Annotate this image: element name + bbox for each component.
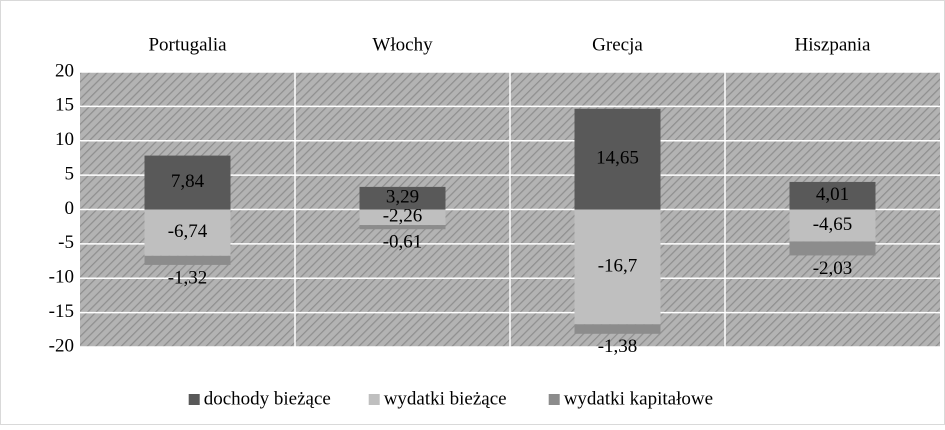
data-label: 14,65 xyxy=(596,148,639,169)
bar-segment xyxy=(574,209,661,325)
legend-label: wydatki kapitałowe xyxy=(564,388,713,409)
data-label: -4,65 xyxy=(813,214,853,235)
bar-segment xyxy=(574,108,661,210)
y-tick-label: 10 xyxy=(55,129,74,150)
x-tick-label: Włochy xyxy=(372,34,433,55)
bar-segment xyxy=(359,186,446,210)
bar-segment xyxy=(359,209,446,226)
data-label: -2,26 xyxy=(383,206,423,227)
data-label: 7,84 xyxy=(171,171,205,192)
data-label: -1,32 xyxy=(168,267,208,288)
bar-segment xyxy=(359,225,446,230)
legend-swatch xyxy=(368,394,380,405)
x-tick-label: Portugalia xyxy=(148,34,227,55)
data-label: 3,29 xyxy=(386,187,419,208)
y-tick-label: 5 xyxy=(65,163,75,184)
legend-swatch xyxy=(188,394,200,405)
data-label: 4,01 xyxy=(816,184,849,205)
bar-segment xyxy=(144,209,231,256)
data-label: -6,74 xyxy=(168,221,208,242)
y-tick-label: -5 xyxy=(58,232,74,253)
data-label: -2,03 xyxy=(813,258,853,279)
y-tick-label: 0 xyxy=(65,198,75,219)
bar-segment xyxy=(789,241,876,256)
y-tick-label: -20 xyxy=(49,335,74,356)
bar-segment xyxy=(789,181,876,210)
y-tick-label: 15 xyxy=(55,95,74,116)
legend-label: dochody bieżące xyxy=(204,388,331,409)
y-tick-label: -10 xyxy=(49,267,74,288)
y-tick-label: 20 xyxy=(55,60,74,81)
data-label: -16,7 xyxy=(598,255,638,276)
x-tick-label: Grecja xyxy=(592,34,643,55)
bar-segment xyxy=(144,155,231,210)
data-label: -1,38 xyxy=(598,336,638,357)
bar-segment xyxy=(144,255,231,265)
data-label: -0,61 xyxy=(383,232,423,253)
legend-label: wydatki bieżące xyxy=(384,388,507,409)
y-tick-label: -15 xyxy=(49,301,74,322)
x-tick-label: Hiszpania xyxy=(795,34,872,55)
legend-swatch xyxy=(548,394,560,405)
bar-segment xyxy=(574,324,661,334)
bar-segment xyxy=(789,209,876,242)
